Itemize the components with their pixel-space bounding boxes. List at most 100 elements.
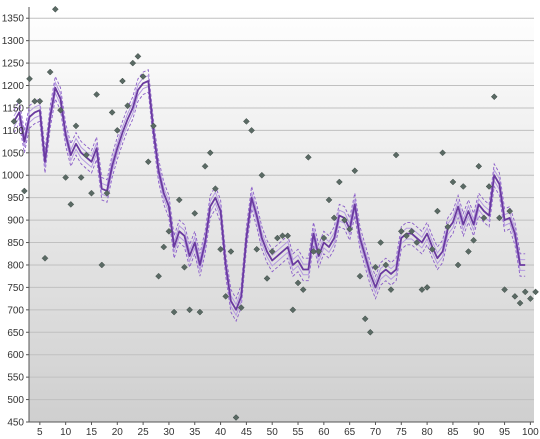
data-point: [191, 210, 199, 217]
data-point: [201, 162, 209, 170]
data-point: [403, 232, 410, 240]
data-point: [330, 214, 338, 222]
x-tick-label: 85: [447, 427, 459, 438]
tick-labels: 4505005506006507007508008509009501000105…: [2, 14, 539, 438]
x-tick-label: 75: [396, 427, 408, 438]
data-point: [10, 118, 18, 125]
data-point: [382, 261, 390, 269]
data-point: [181, 263, 188, 271]
data-point: [480, 214, 488, 222]
data-point: [449, 178, 457, 186]
data-point: [439, 149, 446, 157]
data-point: [413, 239, 421, 246]
x-tick-label: 15: [86, 427, 98, 438]
data-point: [175, 196, 183, 204]
data-point: [57, 106, 64, 114]
data-point: [258, 171, 266, 179]
data-point: [501, 286, 508, 294]
data-point: [217, 245, 224, 253]
y-tick-label: 1200: [2, 81, 25, 92]
data-point: [20, 187, 28, 195]
data-point: [82, 151, 90, 159]
y-tick-label: 1100: [2, 126, 24, 137]
data-point: [294, 279, 302, 287]
data-point: [274, 234, 281, 242]
data-point: [108, 109, 116, 116]
data-point: [36, 97, 44, 105]
data-point: [299, 286, 307, 294]
x-tick-label: 25: [138, 427, 150, 438]
x-tick-label: 40: [215, 427, 227, 438]
data-point: [139, 73, 147, 80]
data-point: [361, 315, 369, 323]
data-point: [392, 151, 400, 159]
data-point: [346, 225, 354, 233]
x-tick-label: 60: [318, 427, 330, 438]
grid: [29, 17, 534, 423]
data-point: [227, 248, 235, 255]
data-point: [289, 306, 297, 314]
y-tick-label: 450: [7, 418, 24, 429]
y-tick-label: 500: [7, 395, 24, 406]
x-tick-label: 90: [473, 427, 485, 438]
y-tick-label: 950: [7, 193, 24, 204]
data-point: [475, 162, 483, 170]
data-point: [170, 308, 178, 316]
fit-line: [13, 80, 526, 311]
y-tick-label: 700: [7, 305, 24, 316]
x-tick-label: 70: [370, 427, 382, 438]
data-point: [134, 52, 142, 60]
y-tick-label: 1000: [2, 171, 25, 182]
data-point: [511, 293, 519, 300]
data-point: [160, 243, 168, 251]
data-point: [129, 59, 137, 67]
data-point: [26, 75, 33, 83]
x-tick-label: 5: [37, 427, 43, 438]
data-point: [186, 306, 193, 314]
x-tick-label: 50: [267, 427, 279, 438]
data-point: [98, 261, 106, 269]
data-point: [527, 295, 534, 302]
y-tick-label: 850: [7, 238, 24, 249]
data-point: [351, 167, 359, 175]
x-tick-label: 45: [241, 427, 253, 438]
data-point: [387, 286, 395, 294]
data-point: [15, 97, 23, 105]
data-point: [310, 248, 317, 255]
data-point: [315, 248, 323, 255]
x-tick-label: 20: [112, 427, 124, 438]
data-point: [31, 97, 39, 105]
data-point: [206, 149, 214, 157]
data-point: [41, 254, 49, 262]
data-point: [88, 189, 95, 197]
fit-line-group: [13, 80, 526, 311]
data-point: [325, 196, 333, 204]
data-point: [279, 232, 286, 240]
data-point: [397, 227, 405, 235]
plot-background: [29, 7, 534, 422]
data-point: [243, 118, 250, 125]
scatter-points: [10, 5, 539, 421]
data-point: [165, 227, 173, 235]
data-point: [490, 93, 498, 101]
data-point: [46, 68, 54, 76]
data-point: [222, 293, 230, 300]
data-point: [418, 286, 426, 294]
y-tick-label: 550: [7, 373, 24, 384]
data-point: [434, 207, 441, 215]
data-point: [196, 308, 204, 316]
data-point: [423, 284, 431, 291]
y-tick-label: 1350: [2, 14, 25, 25]
data-point: [124, 102, 131, 110]
x-tick-label: 35: [189, 427, 201, 438]
band-outer-lower: [13, 91, 526, 323]
data-point: [119, 77, 126, 85]
data-point: [521, 288, 529, 296]
data-point: [459, 183, 467, 190]
x-tick-label: 80: [422, 427, 434, 438]
data-point: [470, 236, 477, 244]
data-point: [150, 122, 157, 130]
x-tick-label: 95: [499, 427, 511, 438]
data-point: [62, 174, 70, 181]
